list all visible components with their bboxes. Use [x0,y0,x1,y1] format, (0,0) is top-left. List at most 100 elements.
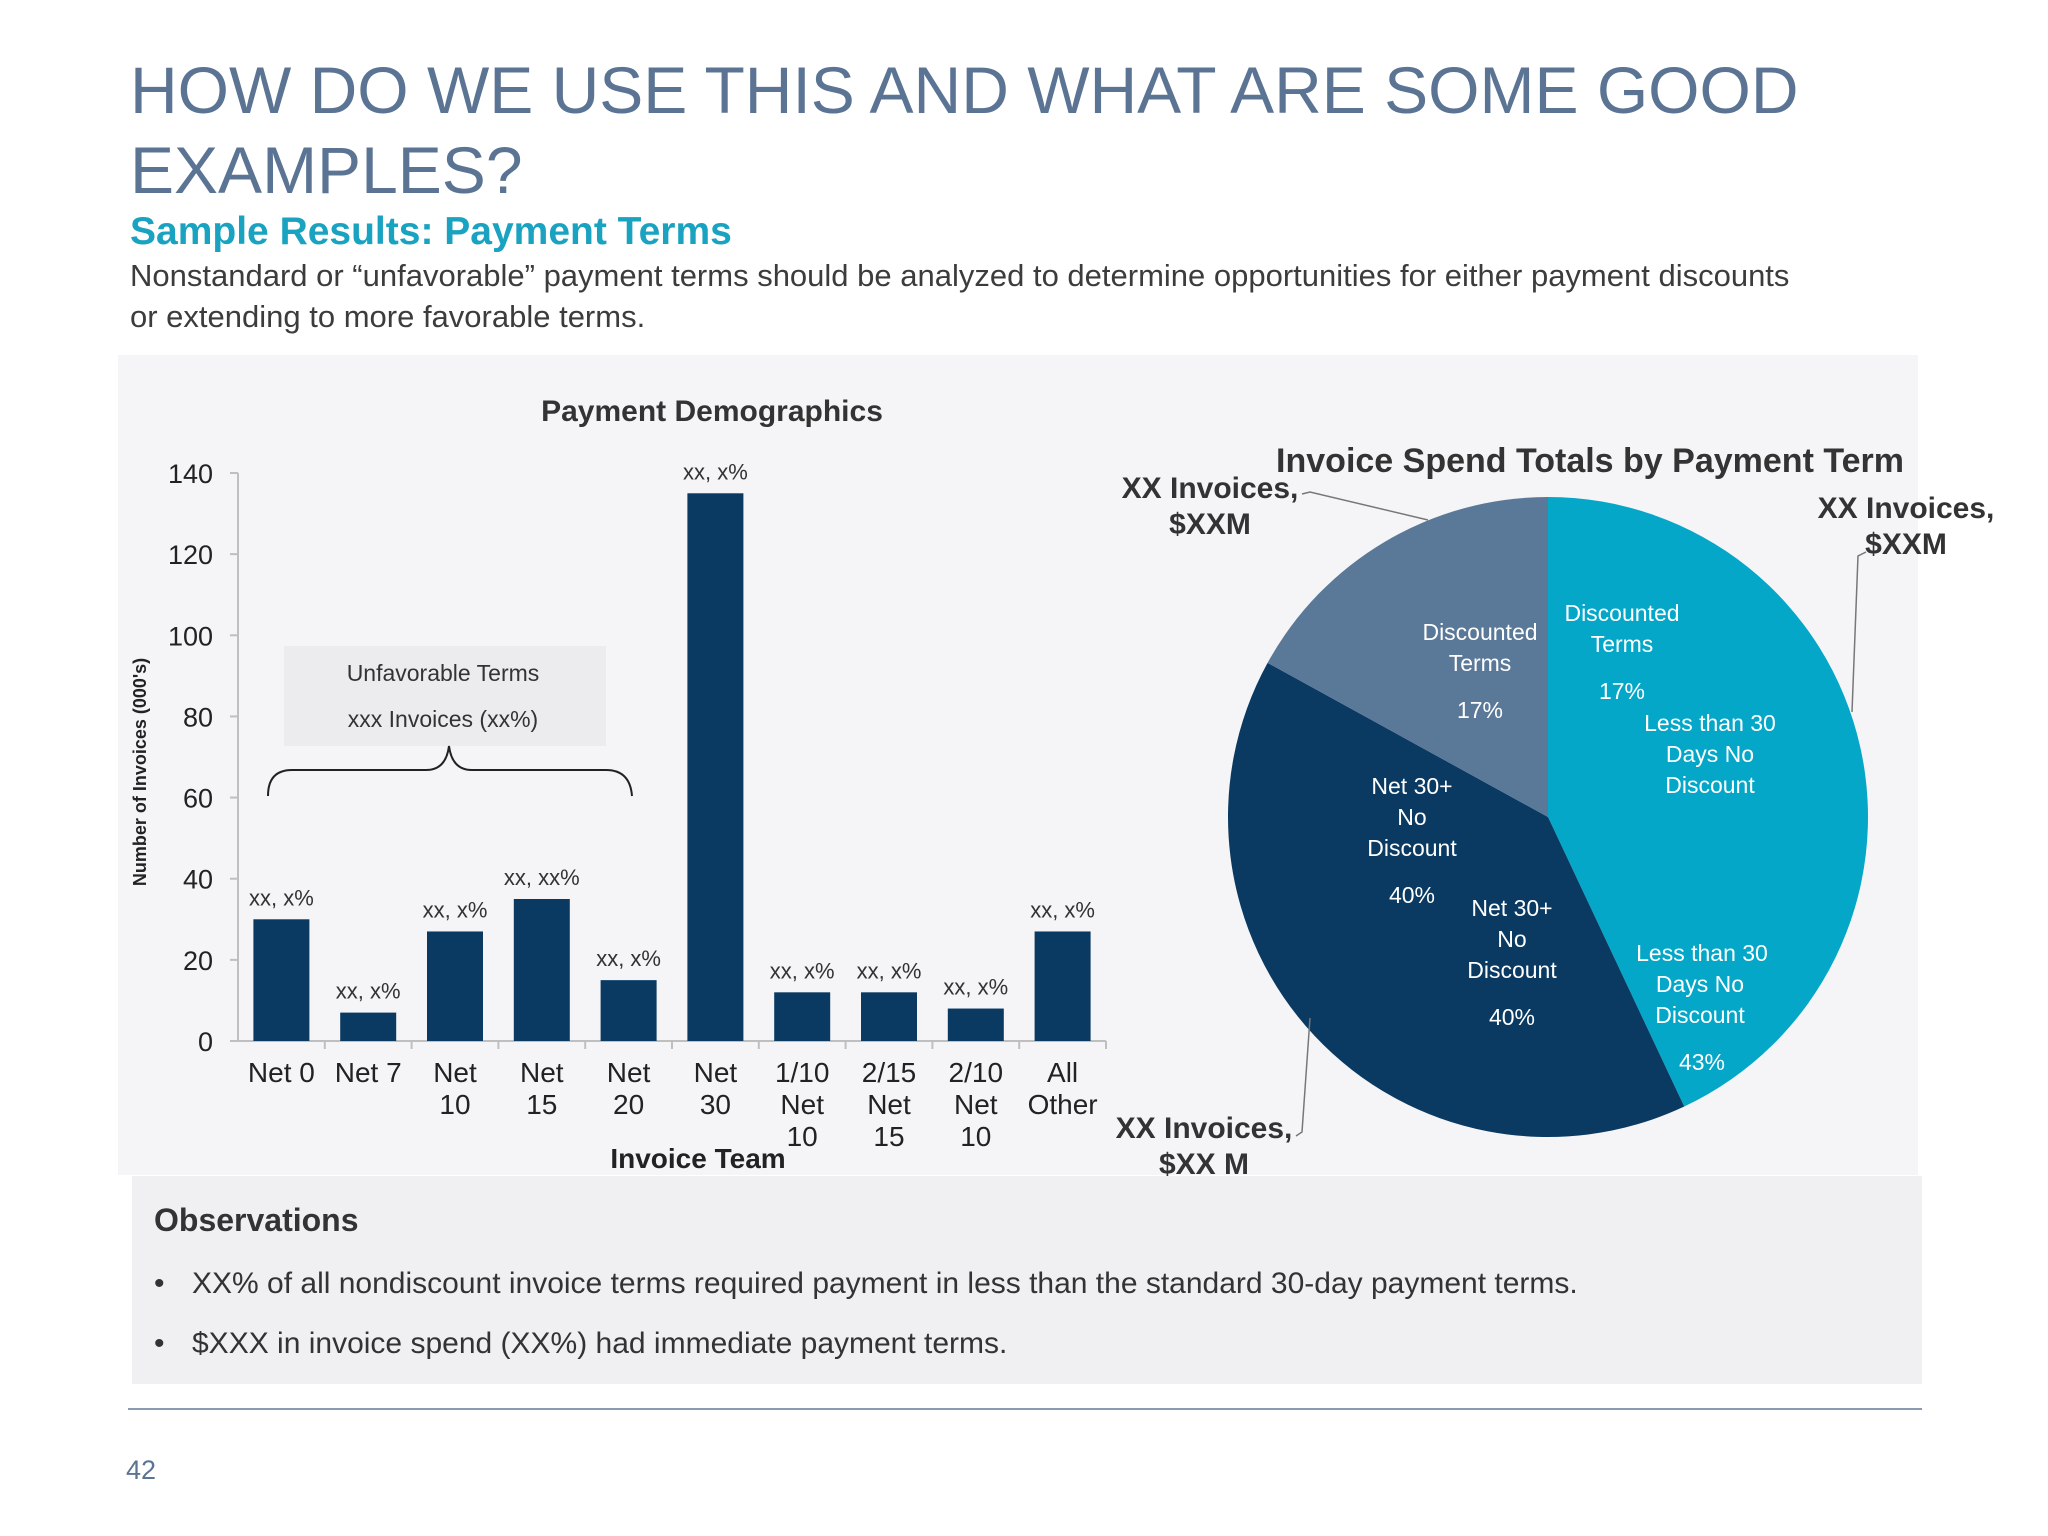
dark-slice-label-pct: 40% [1389,882,1435,908]
teal-slice-label-pct: 17% [1599,678,1645,704]
pie-chart-title: Invoice Spend Totals by Payment Term [1276,442,1904,480]
x-tick-label: All [1047,1057,1078,1088]
bar-chart-title: Payment Demographics [541,395,883,428]
dark-slice-label-2: Net 30+ [1471,895,1552,921]
bar [1034,931,1091,1041]
teal-callout-leader [1851,551,1867,713]
dark-callout-leader [1295,1017,1311,1137]
dark-slice-label-2: Discount [1467,957,1557,983]
bar [427,931,483,1041]
x-tick-label: Net [607,1057,651,1088]
bar-data-label: xx, x% [770,958,835,983]
y-tick-label: 60 [183,784,213,814]
page-title: HOW DO WE USE THIS AND WHAT ARE SOME GOO… [130,53,1799,207]
bar-chart-x-axis-label: Invoice Team [610,1143,785,1174]
teal-callout: XX Invoices, [1818,492,1995,525]
bar [947,1008,1004,1041]
bar [774,992,831,1041]
bar-data-label: xx, x% [1030,897,1095,922]
dark-callout: XX Invoices, [1116,1112,1293,1145]
bar [340,1012,397,1041]
dark-slice-label: Net 30+ [1371,773,1452,799]
bar-chart: Payment Demographics Number of Invoices … [130,395,1107,1174]
bar-chart-data-labels: xx, x% xx, x% xx, x% xx, xx% xx, x% xx, x% xx,… [249,459,1095,1003]
slate-slice-label: Discounted [1422,619,1537,645]
teal-callout: $XXM [1865,528,1947,561]
pie-slices [1228,497,1869,1138]
slate-callout-leader [1301,491,1429,521]
x-tick-label: Net 0 [248,1057,315,1088]
page-number: 42 [126,1455,157,1485]
y-tick-label: 140 [168,459,213,489]
bar-chart-y-axis-label: Number of Invoices (000's) [130,658,150,886]
slate-callout: XX Invoices, [1122,472,1299,505]
teal-slice-label-2: Days No [1666,741,1754,767]
pie-slice [1267,497,1548,817]
slate-callout: $XXM [1169,508,1251,541]
x-tick-label: Net [780,1089,824,1120]
x-tick-label: 15 [873,1121,904,1152]
x-tick-label: Net [867,1089,911,1120]
intro-text: Nonstandard or “unfavorable” payment ter… [130,258,1790,334]
teal-slice-label-2: Less than 30 [1644,710,1776,736]
pie-chart: Invoice Spend Totals by Payment Term Dis… [1116,442,1995,1176]
section-subtitle: Sample Results: Payment Terms [130,210,732,253]
x-tick-label: 15 [526,1089,557,1120]
observations-box: Observations XX% of all nondiscount invo… [132,1176,1922,1384]
bar-data-label: xx, x% [683,459,748,484]
bar [513,899,570,1041]
bar [861,992,917,1041]
x-tick-label: 2/10 [949,1057,1004,1088]
dark-slice-label-2-pct: 40% [1489,1004,1535,1030]
dark-slice-label-2: No [1497,926,1526,952]
x-tick-label: 30 [700,1089,731,1120]
pie-slice [1228,662,1685,1138]
bar-data-label: xx, x% [249,885,314,910]
teal-slice-label: Discounted [1564,600,1679,626]
y-tick-label: 20 [183,946,213,976]
x-tick-label: 20 [613,1089,644,1120]
charts-svg: Payment Demographics Number of Invoices … [130,395,1995,1176]
x-tick-label: Other [1028,1089,1098,1120]
bar-data-label: xx, x% [336,979,401,1004]
observations-title: Observations [154,1202,359,1238]
teal-slice-label-2: Discount [1665,772,1755,798]
x-tick-label: Net [954,1089,998,1120]
teal-slice-label-3: Days No [1656,971,1744,997]
observation-item: $XXX in invoice spend (XX%) had immediat… [154,1314,1578,1374]
y-tick-label: 120 [168,540,213,570]
dark-callout: $XX M [1159,1148,1249,1176]
slate-slice-label: Terms [1449,650,1512,676]
bar-data-label: xx, x% [943,975,1008,1000]
x-tick-label: 1/10 [775,1057,830,1088]
annotation-box [284,646,606,746]
teal-slice-pct-2: 43% [1679,1049,1725,1075]
x-tick-label: Net [433,1057,477,1088]
x-tick-label: Net [520,1057,564,1088]
bar [253,919,310,1041]
dark-slice-label: Discount [1367,835,1457,861]
bar [687,493,744,1041]
dark-slice-label: No [1397,804,1426,830]
x-tick-label: 10 [439,1089,470,1120]
observations-list: XX% of all nondiscount invoice terms req… [154,1254,1578,1374]
bar-data-label: xx, x% [857,958,922,983]
y-tick-label: 100 [168,621,213,651]
y-tick-label: 80 [183,702,213,732]
x-tick-label: 2/15 [862,1057,917,1088]
bar-data-label: xx, x% [596,946,661,971]
bar [600,980,657,1041]
bar-chart-x-ticks: Net 0 Net 7 Net10Net15Net20Net301/10Net102… [248,1041,1107,1152]
unfavorable-terms-annotation: Unfavorable Terms xxx Invoices (xx%) [267,646,633,797]
observation-item: XX% of all nondiscount invoice terms req… [154,1254,1578,1314]
x-tick-label: Net 7 [335,1057,402,1088]
footer-divider [128,1408,1922,1410]
x-tick-label: 10 [787,1121,818,1152]
bar-chart-bars [253,493,1091,1041]
y-tick-label: 40 [183,865,213,895]
x-tick-label: 10 [960,1121,991,1152]
bar-chart-y-ticks: 0 20 40 60 80 100 120 140 [168,459,238,1057]
teal-slice-label-3: Discount [1655,1002,1745,1028]
